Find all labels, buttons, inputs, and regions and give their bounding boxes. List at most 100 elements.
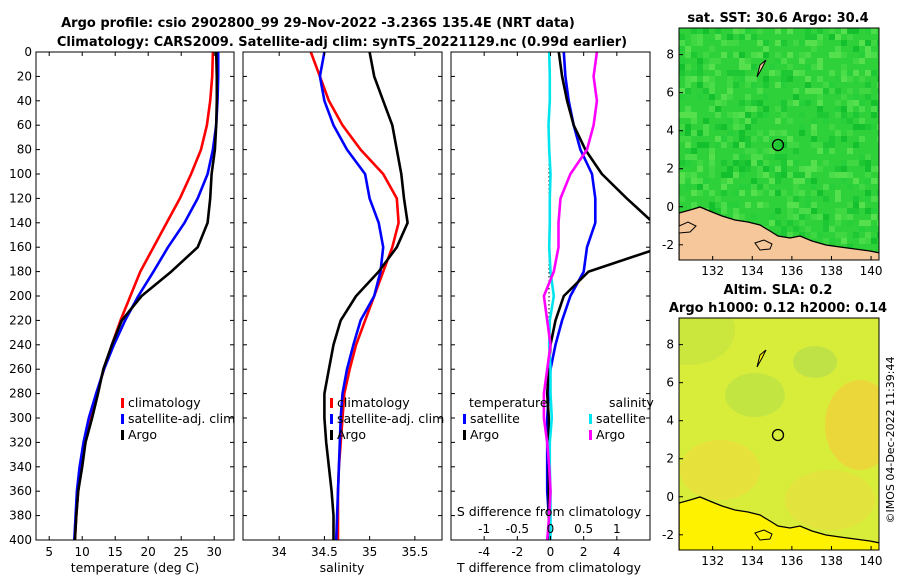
y-tick-label: 4	[666, 414, 674, 428]
s-tick-label: -1	[478, 522, 490, 536]
x-tick-label: 34	[272, 545, 287, 559]
sst-cell	[847, 106, 853, 112]
sst-cell	[739, 100, 745, 106]
sst-cell	[703, 76, 709, 82]
sst-cell	[781, 58, 787, 64]
sst-cell	[745, 160, 751, 166]
sst-cell	[745, 202, 751, 208]
y-tick-label: 400	[9, 533, 32, 547]
sst-cell	[799, 232, 805, 238]
sst-cell	[787, 76, 793, 82]
x-tick-label: 15	[108, 545, 123, 559]
sst-cell	[805, 166, 811, 172]
x-tick-label: 25	[174, 545, 189, 559]
sst-cell	[859, 160, 865, 166]
s-tick-label: -0.5	[506, 522, 529, 536]
t-difference-xlabel: T difference from climatology	[456, 560, 642, 575]
sst-cell	[847, 100, 853, 106]
legend-label: Argo	[596, 427, 625, 442]
sst-cell	[721, 160, 727, 166]
sst-cell	[703, 118, 709, 124]
sst-cell	[787, 100, 793, 106]
sst-cell	[859, 106, 865, 112]
sst-cell	[757, 154, 763, 160]
sst-cell	[811, 124, 817, 130]
y-tick-label: 160	[9, 240, 32, 254]
chart-title-line1: Argo profile: csio 2902800_99 29-Nov-202…	[61, 16, 575, 31]
sst-cell	[793, 88, 799, 94]
sst-cell	[703, 142, 709, 148]
sst-cell	[775, 178, 781, 184]
sst-cell	[847, 220, 853, 226]
sst-cell	[775, 40, 781, 46]
legend-swatch-s-argo	[589, 430, 592, 440]
sst-cell	[817, 40, 823, 46]
sst-cell	[739, 160, 745, 166]
argo-location-marker	[771, 138, 785, 152]
sst-cell	[805, 52, 811, 58]
sst-cell	[739, 142, 745, 148]
sst-cell	[787, 196, 793, 202]
sst-cell	[745, 82, 751, 88]
sst-cell	[691, 178, 697, 184]
sst-cell	[817, 112, 823, 118]
sst-cell	[859, 154, 865, 160]
sst-cell	[721, 178, 727, 184]
sst-cell	[739, 124, 745, 130]
sst-cell	[865, 172, 871, 178]
s-tick-label: 0	[547, 522, 555, 536]
sst-cell	[715, 34, 721, 40]
sst-cell	[871, 196, 877, 202]
sst-cell	[865, 220, 871, 226]
sst-cell	[697, 160, 703, 166]
sst-cell	[757, 112, 763, 118]
sst-cell	[853, 58, 859, 64]
sst-cell	[727, 94, 733, 100]
y-tick-label: 380	[9, 509, 32, 523]
sst-cell	[865, 70, 871, 76]
salinity-xlabel: salinity	[320, 560, 365, 575]
sst-cell	[787, 28, 793, 34]
x-tick-label: 136	[780, 554, 803, 568]
sst-cell	[703, 52, 709, 58]
sst-cell	[745, 148, 751, 154]
sst-cell	[787, 64, 793, 70]
sst-cell	[745, 64, 751, 70]
y-tick-label: 360	[9, 484, 32, 498]
sst-cell	[721, 208, 727, 214]
sst-cell	[763, 94, 769, 100]
sst-cell	[775, 28, 781, 34]
x-tick-label: -2	[511, 545, 523, 559]
y-tick-label: 0	[24, 45, 32, 59]
sst-cell	[847, 214, 853, 220]
sst-cell	[853, 178, 859, 184]
sst-cell	[739, 70, 745, 76]
sst-cell	[679, 40, 685, 46]
legend-swatch-t-argo	[463, 430, 466, 440]
sst-cell	[853, 46, 859, 52]
sst-cell	[799, 52, 805, 58]
sst-cell	[799, 70, 805, 76]
sst-cell	[859, 202, 865, 208]
sst-cell	[871, 214, 877, 220]
sst-cell	[745, 136, 751, 142]
sst-cell	[775, 208, 781, 214]
legend-swatch-argo	[121, 430, 124, 440]
sst-cell	[709, 148, 715, 154]
sst-cell	[679, 172, 685, 178]
sst-cell	[853, 112, 859, 118]
sst-cell	[781, 106, 787, 112]
sst-cell	[787, 142, 793, 148]
sst-cell	[697, 142, 703, 148]
sst-cell	[829, 238, 835, 244]
sst-cell	[775, 130, 781, 136]
sst-cell	[739, 76, 745, 82]
sst-cell	[817, 106, 823, 112]
chart-title-line2: Climatology: CARS2009. Satellite-adj cli…	[57, 35, 627, 50]
sst-cell	[787, 232, 793, 238]
sst-cell	[859, 40, 865, 46]
sst-cell	[793, 100, 799, 106]
sst-cell	[757, 52, 763, 58]
sst-cell	[763, 40, 769, 46]
sst-cell	[757, 28, 763, 34]
